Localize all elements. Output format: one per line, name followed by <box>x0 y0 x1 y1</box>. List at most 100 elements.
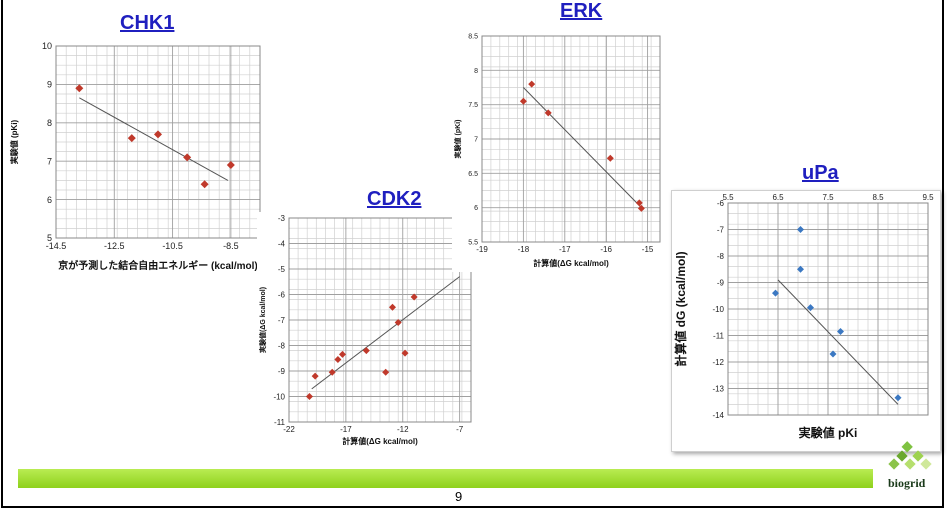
data-point <box>637 204 645 212</box>
data-point <box>127 134 136 143</box>
y-tick-label: -5 <box>278 265 286 274</box>
y-tick-label: -10 <box>273 392 285 401</box>
data-point <box>394 319 402 327</box>
erk-chart: -19 -18 -17 -16 -15 5.5 6 6.5 7 7.5 8 8.5 計算値(ΔG kca… <box>452 28 664 272</box>
data-point <box>829 350 837 358</box>
x-tick-label: -19 <box>476 245 488 254</box>
page-number: 9 <box>455 489 463 504</box>
data-point <box>362 347 370 355</box>
x-tick-label: 7.5 <box>822 193 834 202</box>
y-tick-label: 6 <box>47 195 52 205</box>
y-tick-label: -7 <box>278 316 286 325</box>
y-tick-label: 7.5 <box>468 102 478 109</box>
y-tick-label: -6 <box>278 290 286 299</box>
data-point <box>772 289 779 297</box>
y-tick-label: -9 <box>278 367 286 376</box>
data-point <box>807 304 814 312</box>
x-tick-label: -22 <box>283 425 295 434</box>
y-tick-label: -12 <box>712 358 724 367</box>
y-tick-label: 8.5 <box>468 33 478 40</box>
data-point <box>894 394 902 402</box>
footer-green-bar <box>18 469 873 488</box>
x-tick-label: -14.5 <box>46 241 67 251</box>
cdk2-chart: -22 -17 -12 -7 -3 -4 -5 -6 -7 -8 -9 -10 -11 計算値(ΔG kc… <box>257 212 475 450</box>
y-tick-label: -9 <box>717 278 725 287</box>
y-tick-label: -11 <box>713 331 725 340</box>
x-axis-label: 京が予測した結合自由エネルギー (kcal/mol) <box>58 259 257 272</box>
cdk2-svg: -22 -17 -12 -7 -3 -4 -5 -6 -7 -8 -9 -10 -11 計算値(ΔG kc… <box>258 214 472 446</box>
y-tick-label: 5.5 <box>468 239 478 246</box>
y-tick-label: -6 <box>717 199 725 208</box>
plot-border <box>288 217 472 423</box>
data-point <box>389 303 397 311</box>
y-tick-label: -3 <box>278 214 286 223</box>
x-tick-label: -8.5 <box>223 241 239 251</box>
x-tick-label: -7 <box>456 425 464 434</box>
data-point <box>401 349 409 357</box>
data-point <box>200 180 209 189</box>
chk1-title: CHK1 <box>120 12 175 34</box>
y-tick-label: 10 <box>42 41 52 51</box>
x-axis-label: 実験値 pKi <box>799 425 858 440</box>
x-tick-label: -15 <box>642 245 654 254</box>
biogrid-logo-text: biogrid <box>888 476 926 490</box>
y-tick-label: 8 <box>474 68 478 75</box>
trend-line <box>79 97 229 181</box>
y-axis-label: 実験値(ΔG kcal/mol) <box>258 287 267 353</box>
x-tick-label: -12 <box>397 425 409 434</box>
x-tick-label: -16 <box>600 245 612 254</box>
y-tick-label: 7 <box>474 136 478 143</box>
y-tick-label: 5 <box>47 233 52 243</box>
x-tick-label: 8.5 <box>872 193 884 202</box>
data-point <box>338 350 346 358</box>
cdk2-title: CDK2 <box>367 188 422 210</box>
x-tick-label: -17 <box>340 425 352 434</box>
data-point <box>305 393 313 400</box>
y-axis-label: 実験値 (pKi) <box>453 120 462 159</box>
biogrid-logo-icon <box>888 441 932 470</box>
x-axis-label: 計算値(ΔG kcal/mol) <box>342 436 418 446</box>
y-tick-label: 7 <box>47 156 52 166</box>
plot-border <box>727 202 929 416</box>
x-tick-label: -10.5 <box>162 241 183 251</box>
data-point <box>334 356 342 364</box>
x-tick-label: -12.5 <box>104 241 125 251</box>
chk1-svg: -14.5 -12.5 -10.5 -8.5 5 6 7 8 9 10 京が予測した結合自由エネルギ… <box>9 41 261 272</box>
y-axis-label: 計算値 dG (kcal/mol) <box>673 251 688 366</box>
y-tick-label: -8 <box>717 252 725 261</box>
x-tick-label: -17 <box>559 245 571 254</box>
x-tick-label: 5.5 <box>722 193 734 202</box>
y-tick-label: -4 <box>278 239 286 248</box>
plot-border <box>481 35 661 243</box>
y-tick-label: -8 <box>278 341 286 350</box>
data-point <box>226 161 235 170</box>
upa-title: uPa <box>802 162 839 184</box>
data-point <box>183 153 192 162</box>
grid <box>727 202 929 416</box>
data-point <box>519 97 527 105</box>
upa-chart: 5.5 6.5 7.5 8.5 9.5 -6 -7 -8 -9 -10 -11 -12 -13 -14 実験… <box>671 190 941 452</box>
trend-line <box>523 87 644 211</box>
data-point <box>544 109 552 117</box>
data-point <box>382 368 390 376</box>
y-tick-label: -14 <box>712 411 724 420</box>
upa-svg: 5.5 6.5 7.5 8.5 9.5 -6 -7 -8 -9 -10 -11 -12 -13 -14 実験… <box>673 193 934 440</box>
data-point <box>797 226 804 233</box>
data-point <box>328 368 336 376</box>
data-point <box>75 84 84 93</box>
data-point <box>528 80 536 88</box>
y-axis-label: 実験値 (pKi) <box>9 119 19 164</box>
grid <box>481 35 661 243</box>
y-tick-label: 6.5 <box>468 171 478 178</box>
data-point <box>837 328 844 336</box>
y-tick-label: 6 <box>474 205 478 212</box>
data-point <box>797 265 804 273</box>
data-point <box>154 130 162 139</box>
y-tick-label: 8 <box>47 118 52 128</box>
y-tick-label: -11 <box>274 418 286 427</box>
x-axis-label: 計算値(ΔG kcal/mol) <box>533 258 609 268</box>
y-tick-label: -13 <box>712 384 724 393</box>
x-tick-label: -18 <box>518 245 530 254</box>
plot-border <box>55 45 261 239</box>
